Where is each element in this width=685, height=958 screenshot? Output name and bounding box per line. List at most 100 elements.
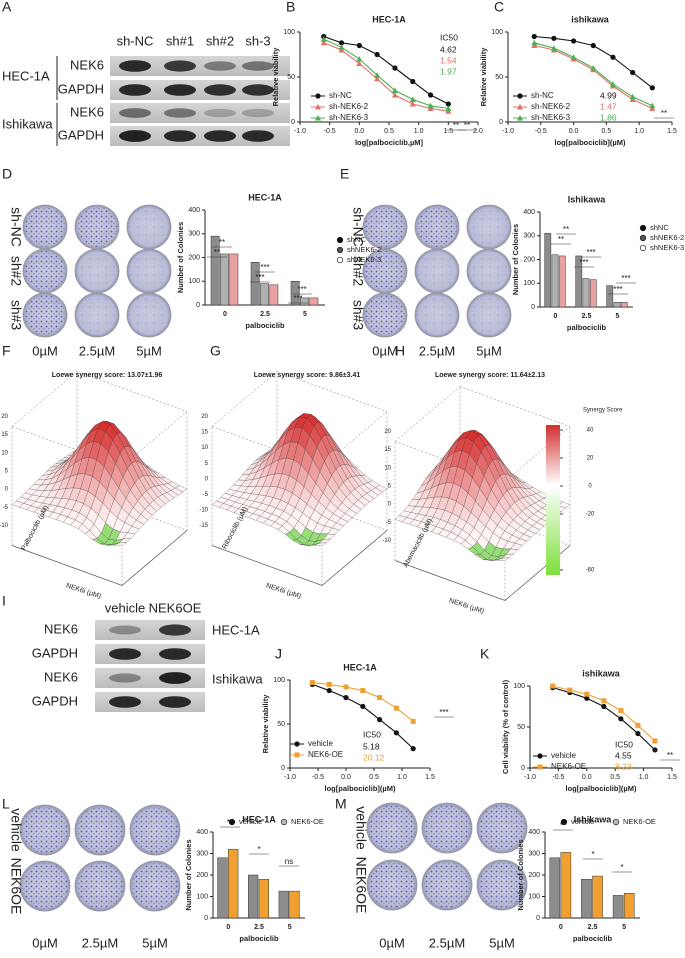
row-label: sh#3 bbox=[350, 300, 366, 331]
bar bbox=[210, 235, 220, 306]
blot-band bbox=[242, 130, 274, 142]
lane-label: sh-NC bbox=[117, 33, 154, 48]
x-tick-label: 1.0 bbox=[639, 774, 649, 781]
chart-title: Ishikawa bbox=[568, 194, 607, 204]
x-tick-label: -0.5 bbox=[312, 774, 324, 781]
legend-label: vehicle bbox=[571, 817, 594, 826]
cell-line-label: HEC-1A bbox=[2, 68, 50, 83]
x-tick-label: 1.0 bbox=[397, 774, 407, 781]
marker bbox=[374, 72, 381, 78]
ic50-value: 4.55 bbox=[615, 750, 632, 760]
y-tick-label: 100 bbox=[513, 683, 525, 690]
bar bbox=[560, 852, 572, 919]
legend-label: sh-NEK6-2 bbox=[531, 102, 571, 111]
blot-band bbox=[159, 696, 191, 708]
legend-marker bbox=[315, 93, 321, 99]
row-label: NEK6OE bbox=[353, 857, 369, 914]
colony-dots bbox=[479, 862, 525, 908]
colony-dots bbox=[22, 807, 68, 853]
legend-marker bbox=[336, 246, 344, 254]
z-tick-label: 15 bbox=[384, 447, 391, 453]
legend-label: shNC bbox=[650, 223, 669, 232]
ic50-value: 5.18 bbox=[363, 741, 380, 751]
chart-title: Ishikawa bbox=[574, 814, 613, 824]
colony-dots bbox=[77, 295, 117, 335]
legend-marker bbox=[228, 818, 236, 826]
bar bbox=[217, 857, 228, 919]
legend-label: NEK6-OE bbox=[623, 817, 656, 826]
legend-label: shNEK6-3 bbox=[347, 255, 381, 264]
column-label: 2.5µM bbox=[419, 343, 455, 358]
blot-band bbox=[109, 648, 141, 660]
marker bbox=[584, 695, 590, 701]
marker bbox=[356, 56, 363, 62]
marker bbox=[391, 87, 398, 93]
y-tick-label: 100 bbox=[491, 29, 503, 36]
significance-label: * bbox=[620, 863, 623, 872]
y-tick-label: 50 bbox=[495, 74, 503, 81]
bar bbox=[229, 253, 239, 306]
legend-label: shNEK6-2 bbox=[650, 233, 684, 242]
marker bbox=[409, 101, 416, 107]
significance-label: ** bbox=[464, 121, 470, 130]
inhibitor-axis-label: NEK6i (µM) bbox=[448, 597, 485, 615]
marker bbox=[343, 695, 349, 701]
blot-band bbox=[164, 84, 196, 96]
surface-box bbox=[394, 386, 461, 442]
legend-label: sh-NEK6-3 bbox=[329, 113, 369, 122]
chart-title: ishikawa bbox=[571, 14, 610, 24]
y-axis-label: Relative viability bbox=[271, 47, 280, 107]
blot-band bbox=[204, 108, 236, 118]
y-axis-label: Number of Colonies bbox=[176, 222, 185, 293]
row-label: sh-NC bbox=[350, 207, 366, 247]
colony-dots bbox=[369, 805, 415, 851]
bar bbox=[549, 857, 561, 919]
colony-dots bbox=[132, 807, 178, 853]
marker bbox=[649, 102, 656, 109]
significance-label: ** bbox=[563, 225, 569, 234]
x-tick-label: 5 bbox=[622, 924, 626, 931]
row-label: sh-NC bbox=[8, 207, 24, 247]
significance-label: *** bbox=[586, 248, 595, 257]
marker bbox=[356, 60, 363, 66]
surface-box bbox=[76, 371, 188, 412]
y-tick-label: 200 bbox=[188, 254, 200, 261]
colorbar-tick-label: -60 bbox=[586, 568, 595, 574]
legend-label: NEK6-OE bbox=[291, 817, 324, 826]
blot-band bbox=[204, 130, 236, 142]
surface-box bbox=[276, 371, 388, 412]
blot-band bbox=[119, 60, 151, 72]
colony-dots bbox=[417, 295, 457, 335]
blot-strip bbox=[110, 126, 290, 146]
x-tick-label: 0 bbox=[226, 924, 230, 931]
legend-marker bbox=[517, 104, 523, 110]
legend-label: sh-NEK6-2 bbox=[329, 102, 369, 111]
significance-label: *** bbox=[260, 263, 269, 272]
marker bbox=[609, 81, 616, 87]
bar bbox=[592, 875, 603, 919]
marker bbox=[630, 69, 636, 76]
surface-floor bbox=[11, 530, 188, 586]
significance-label: *** bbox=[255, 273, 264, 282]
marker bbox=[601, 703, 607, 710]
lane-label: sh-3 bbox=[245, 33, 270, 48]
colorbar-tick-label: -20 bbox=[586, 512, 595, 518]
z-tick-label: -5 bbox=[203, 492, 209, 498]
x-tick-label: 0.0 bbox=[569, 128, 579, 135]
ic50-value: 1.54 bbox=[440, 55, 457, 65]
y-tick-label: 100 bbox=[523, 280, 535, 287]
bar bbox=[260, 283, 269, 306]
panel-label: J bbox=[275, 646, 282, 662]
synergy-title: Loewe synergy score: 13.07±1.96 bbox=[52, 372, 163, 379]
marker bbox=[445, 101, 451, 107]
y-tick-label: 100 bbox=[196, 893, 208, 900]
x-tick-label: 2.5 bbox=[588, 924, 598, 931]
column-label: 5µM bbox=[136, 343, 162, 358]
marker bbox=[393, 730, 399, 736]
protein-label: NEK6 bbox=[44, 621, 78, 636]
bar bbox=[620, 302, 628, 308]
legend-marker bbox=[639, 234, 647, 242]
x-tick-label: -0.5 bbox=[535, 128, 547, 135]
y-tick-label: 100 bbox=[188, 278, 200, 285]
